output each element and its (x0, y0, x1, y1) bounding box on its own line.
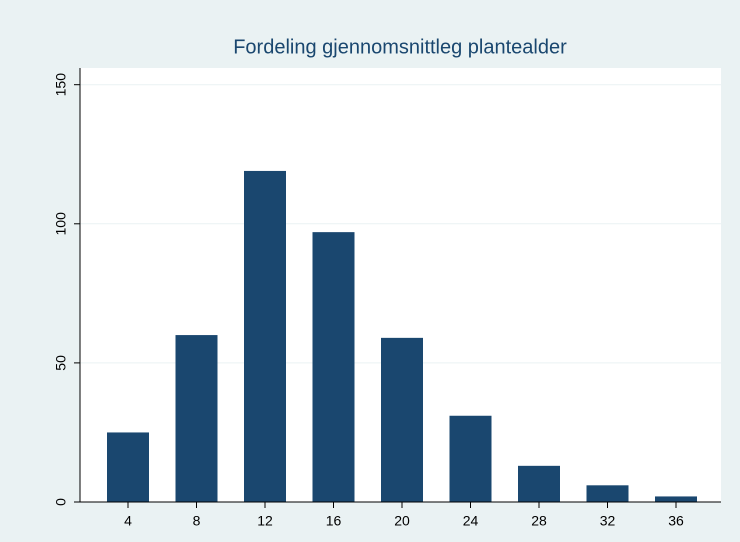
x-tick-label: 36 (668, 513, 684, 529)
x-tick-label: 20 (394, 513, 410, 529)
x-tick-label: 8 (193, 513, 201, 529)
y-tick-label: 150 (53, 73, 69, 97)
y-tick-label: 0 (53, 498, 69, 506)
y-tick-label: 50 (53, 355, 69, 371)
x-tick-label: 28 (531, 513, 547, 529)
bar (655, 496, 697, 502)
chart-title: Fordeling gjennomsnittleg plantealder (233, 36, 567, 58)
x-tick-label: 4 (124, 513, 132, 529)
bar (175, 335, 218, 502)
x-tick-label: 16 (326, 513, 342, 529)
bar (586, 485, 629, 502)
bar (312, 232, 355, 502)
bar (518, 465, 560, 502)
bar (244, 170, 286, 502)
x-tick-label: 32 (600, 513, 616, 529)
x-tick-label: 12 (257, 513, 273, 529)
y-tick-label: 100 (53, 212, 69, 236)
bar (107, 432, 149, 502)
x-tick-label: 24 (463, 513, 479, 529)
bar (381, 337, 423, 502)
bar (449, 415, 492, 502)
